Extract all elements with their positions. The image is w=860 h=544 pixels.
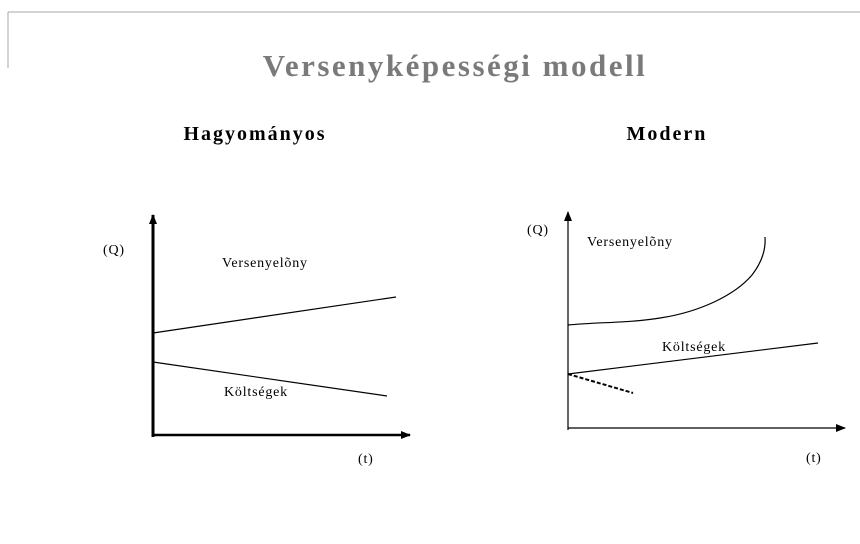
y-label: (Q) (103, 243, 125, 258)
lower-label: Költségek (662, 340, 726, 355)
cost-line (567, 342, 819, 375)
advantage-line (152, 296, 397, 334)
slide-title: Versenyképességi modell (263, 48, 647, 83)
upper-label: Versenyelõny (587, 235, 673, 250)
cost-dashed-line (567, 373, 634, 394)
y-label: (Q) (527, 223, 549, 238)
panel-heading: Hagyományos (183, 123, 326, 145)
advantage-curve (567, 236, 766, 326)
cost-line (152, 361, 388, 397)
panel-heading: Modern (627, 123, 708, 145)
x-label: (t) (806, 451, 822, 466)
lower-label: Költségek (224, 385, 288, 400)
upper-label: Versenyelõny (222, 256, 308, 271)
x-label: (t) (358, 452, 374, 467)
